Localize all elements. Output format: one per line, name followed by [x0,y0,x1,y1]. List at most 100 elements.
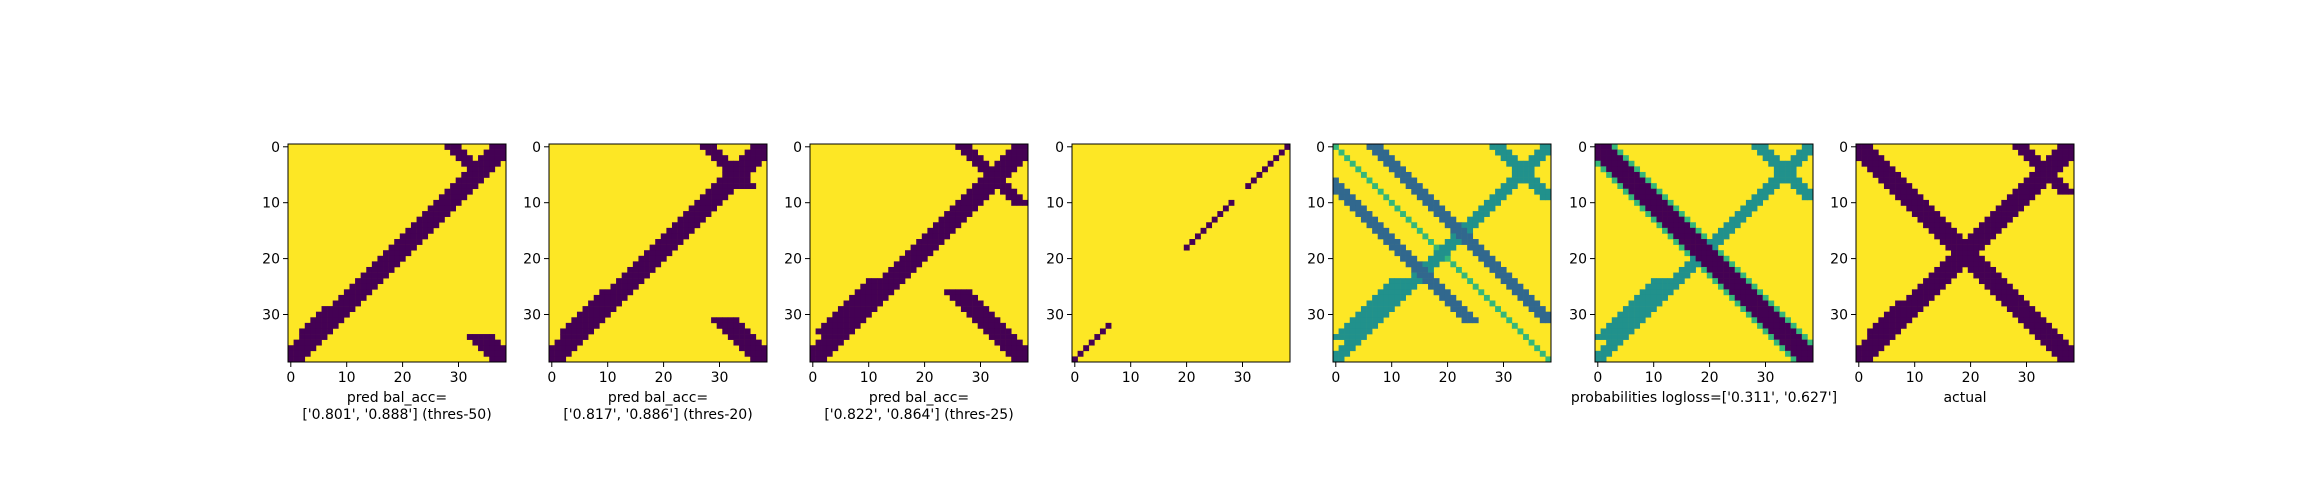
heatmap-cell [1267,160,1274,167]
heatmap-cell [405,233,412,240]
heatmap-cell [2068,345,2075,352]
heatmap-cell [299,345,306,352]
heatmap-cell [865,283,872,290]
heatmap-cell [1099,328,1106,335]
heatmap-cell [1962,239,1969,245]
heatmap-cell [1600,345,1607,352]
y-tick-label: 0 [793,140,802,156]
heatmap-cell [2018,199,2024,206]
heatmap-cell [1790,171,1797,178]
heatmap-cell [621,278,628,285]
x-tick-label: 0 [1854,370,1863,386]
heatmap-cell [489,334,496,340]
heatmap-cell [727,171,734,178]
heatmap-cell [1545,356,1552,363]
heatmap-cell [1773,317,1780,324]
heatmap-cell [1000,183,1006,190]
heatmap-cell [472,339,479,346]
heatmap-cell [489,166,496,173]
heatmap-cell [1349,334,1356,340]
heatmap-cell [1217,211,1224,217]
heatmap-cell [1990,283,1997,290]
heatmap-cell [888,278,895,285]
heatmap-cell [1489,205,1496,212]
heatmap-cell [2006,199,2013,206]
heatmap-cell [1495,188,1501,195]
heatmap-cell [1785,328,1791,335]
heatmap-cell [1506,160,1513,167]
heatmap-cell [755,356,762,363]
heatmap-cell [1523,334,1529,340]
heatmap-cell [1678,216,1685,223]
heatmap-cell [1355,199,1362,206]
heatmap-cell [343,289,350,296]
heatmap-cell [1539,155,1546,162]
heatmap-cell [1678,227,1685,234]
heatmap-cell [1684,266,1691,273]
heatmap-cell [843,306,850,312]
heatmap-cell [483,345,490,352]
heatmap-cell [1433,244,1440,251]
heatmap-cell [832,311,839,318]
heatmap-cell [722,317,729,324]
heatmap-cell [1790,328,1797,335]
heatmap-cell [1405,183,1412,190]
heatmap-cell [1011,350,1018,357]
heatmap-cell [1889,171,1896,178]
heatmap-cell [1606,339,1613,346]
heatmap-cell [1523,294,1529,301]
heatmap-cell [1388,166,1395,173]
heatmap-cell [821,322,828,329]
heatmap-cell [2018,311,2024,318]
heatmap-cell [554,339,561,346]
heatmap-cell [977,322,984,329]
heatmap-cell [1388,233,1395,240]
heatmap-cell [1673,239,1680,245]
heatmap-cell [994,317,1001,324]
heatmap-cell [366,278,373,285]
heatmap-cell [338,317,345,324]
heatmap-cell [1500,188,1507,195]
heatmap-cell [2057,339,2064,346]
heatmap-cell [1083,345,1090,352]
heatmap-cell [627,283,634,290]
heatmap-cell [983,311,990,318]
heatmap-cell [1678,272,1685,279]
heatmap-cell [1360,322,1367,329]
heatmap-cell [327,311,334,318]
heatmap-cell [2023,149,2030,156]
heatmap-cell [1650,300,1657,307]
heatmap-cell [1945,261,1952,268]
heatmap-cell [1428,266,1434,273]
heatmap-cell [1662,283,1668,290]
heatmap-cell [2012,289,2019,296]
heatmap-cell [683,216,690,223]
heatmap-cell [2023,177,2030,184]
heatmap-cell [1388,289,1395,296]
heatmap-cell [1539,144,1546,150]
heatmap-cell [1349,322,1356,329]
heatmap-cell [321,322,328,329]
heatmap-cell [1617,166,1624,173]
heatmap-cell [1900,194,1907,201]
heatmap-cell [1878,345,1885,352]
heatmap-cell [1005,339,1012,346]
heatmap-cell [916,261,923,268]
heatmap-cell [1005,345,1012,352]
heatmap-cell [739,160,745,167]
heatmap-cell [1990,233,1997,240]
heatmap-cell [405,250,412,257]
heatmap-cell [438,199,445,206]
heatmap-cell [655,239,662,245]
heatmap-cell [722,166,729,173]
heatmap-cell [1939,227,1946,234]
heatmap-cell [1000,328,1006,335]
heatmap-cell [1344,194,1351,201]
heatmap-cell [1650,278,1657,285]
heatmap-cell [1757,300,1763,307]
heatmap-cell [1928,283,1935,290]
heatmap-cell [1383,194,1390,201]
heatmap-cell [588,311,595,318]
heatmap-cell [1723,227,1730,234]
